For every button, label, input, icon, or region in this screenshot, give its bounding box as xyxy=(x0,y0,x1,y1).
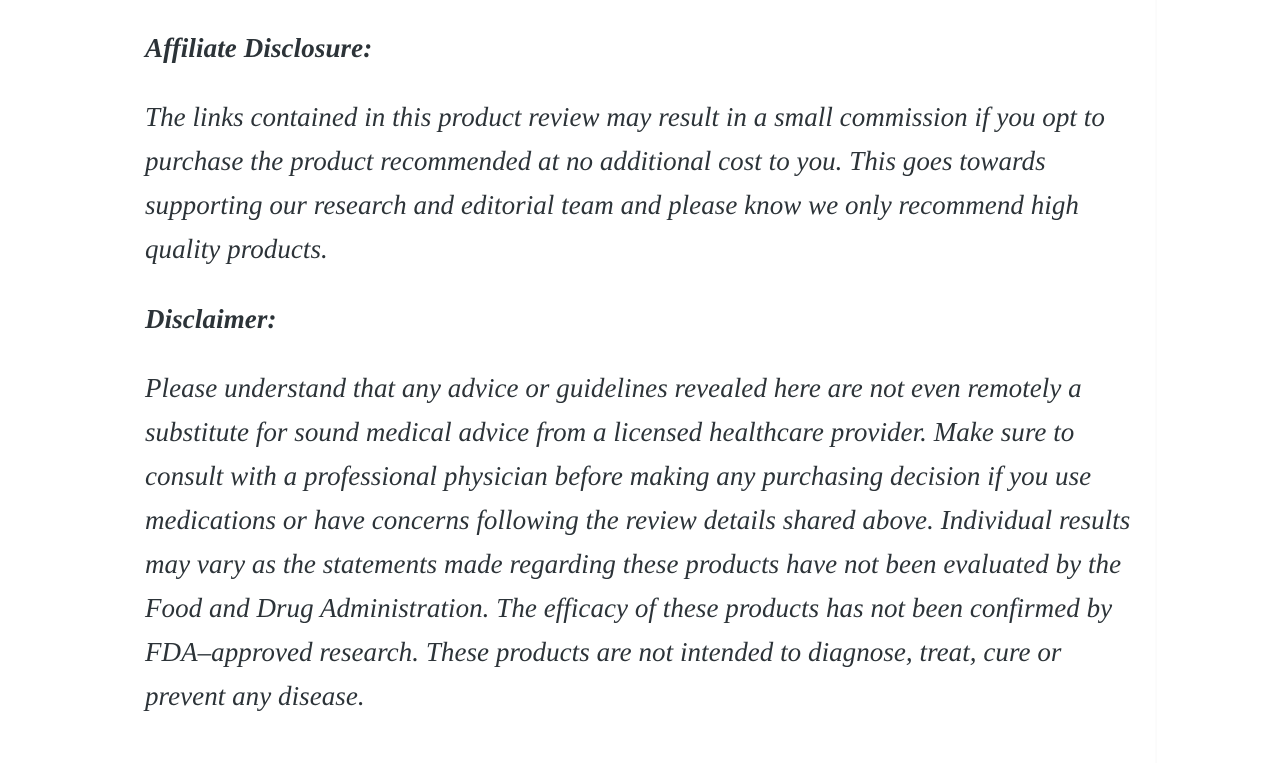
affiliate-disclosure-heading: Affiliate Disclosure: xyxy=(145,33,373,63)
disclaimer-heading: Disclaimer: xyxy=(145,304,277,334)
affiliate-disclosure-paragraph: The links contained in this product revi… xyxy=(145,102,1105,264)
article-body: Affiliate Disclosure: The links containe… xyxy=(133,0,1155,763)
heading-body-spacer xyxy=(145,70,1145,95)
top-spacer xyxy=(145,0,1145,26)
disclaimer-heading-body-spacer xyxy=(145,341,1145,366)
content-column-divider xyxy=(1155,0,1157,763)
disclaimer-paragraph: Please understand that any advice or gui… xyxy=(145,373,1131,711)
section-spacer xyxy=(145,271,1145,297)
